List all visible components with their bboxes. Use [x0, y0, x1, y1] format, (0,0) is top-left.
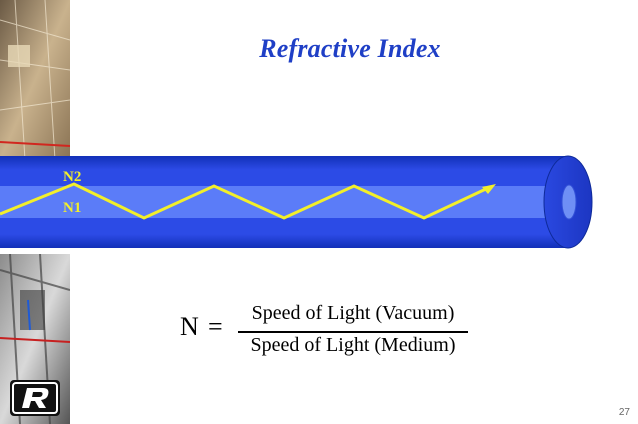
- label-n2: N2: [63, 169, 82, 185]
- formula-denominator: Speed of Light (Medium): [250, 334, 456, 356]
- r-logo-icon: [10, 380, 60, 416]
- formula-symbol: N: [180, 312, 199, 341]
- light-ray: [0, 182, 489, 220]
- optical-fiber-icon: [0, 155, 593, 249]
- fiber-core: [0, 186, 570, 218]
- formula-numerator: Speed of Light (Vacuum): [251, 302, 455, 324]
- page-number: 27: [618, 407, 630, 418]
- fraction-bar: [238, 331, 468, 333]
- label-n1: N1: [63, 200, 82, 216]
- refractive-index-formula: N = Speed of Light (Vacuum) Speed of Lig…: [180, 300, 480, 370]
- formula-equals: =: [208, 312, 223, 341]
- slide-title: Refractive Index: [259, 34, 441, 63]
- fiber-core-end: [561, 184, 577, 220]
- light-ray-arrowhead: [482, 184, 496, 194]
